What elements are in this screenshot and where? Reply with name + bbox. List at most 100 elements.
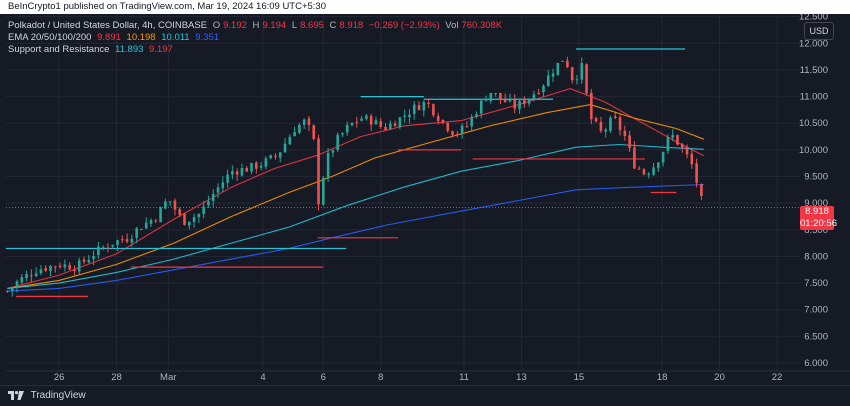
candle-body xyxy=(245,167,249,172)
candle-body xyxy=(456,134,459,136)
candle-body xyxy=(259,165,263,168)
ema20-line xyxy=(7,88,705,289)
candle-body xyxy=(269,155,272,159)
candle-body xyxy=(360,118,363,121)
candle-body xyxy=(508,99,512,102)
x-tick-label: 28 xyxy=(111,372,122,383)
candle-body xyxy=(87,259,91,263)
high-label: H xyxy=(252,20,260,31)
candle-body xyxy=(207,201,210,206)
close-value: 8.918 xyxy=(339,20,364,31)
candle-body xyxy=(216,187,220,193)
candle-body xyxy=(326,152,330,178)
candle-body xyxy=(53,266,57,268)
y-tick-label: 11.000 xyxy=(800,92,828,103)
low-label: L xyxy=(291,20,298,31)
symbol-row[interactable]: Polkadot / United States Dollar, 4h, COI… xyxy=(8,20,505,32)
candle-body xyxy=(63,264,67,268)
candle-body xyxy=(322,177,325,205)
candle-body xyxy=(489,92,493,101)
candle-body xyxy=(460,125,464,134)
candle-body xyxy=(441,119,445,123)
candle-body xyxy=(231,171,234,175)
candle-body xyxy=(345,124,349,133)
y-tick-label: 9.500 xyxy=(804,172,828,183)
candle-body xyxy=(365,115,368,120)
candle-body xyxy=(566,60,569,68)
y-tick-label: 8.000 xyxy=(804,251,828,262)
candle-body xyxy=(546,75,550,87)
candle-body xyxy=(144,222,148,229)
candle-body xyxy=(10,287,14,292)
candle-body xyxy=(336,134,339,150)
candle-body xyxy=(527,98,531,104)
candle-body xyxy=(604,129,607,132)
candle-body xyxy=(637,168,641,170)
candle-body xyxy=(331,150,335,153)
x-axis[interactable]: 26 28 Mar 4 6 8 11 13 15 18 20 22 xyxy=(54,372,782,383)
candle-body xyxy=(484,100,488,102)
ema-label[interactable]: EMA 20/50/100/200 xyxy=(8,32,92,43)
candle-body xyxy=(408,114,411,118)
candle-body xyxy=(685,146,689,155)
candle-body xyxy=(97,246,100,256)
price-chart[interactable]: 6.000 6.500 7.000 7.500 8.000 8.500 9.000 9.500… xyxy=(0,14,850,385)
ema100-line xyxy=(7,143,704,289)
candle-body xyxy=(599,121,603,131)
x-tick-label: 15 xyxy=(574,372,585,383)
candle-body xyxy=(288,136,292,145)
candle-body xyxy=(393,123,397,127)
candle-body xyxy=(642,169,646,175)
y-tick-label: 12.000 xyxy=(799,38,828,49)
candle-body xyxy=(518,100,521,109)
candle-body xyxy=(274,155,277,157)
candle-body xyxy=(436,115,440,122)
candle-body xyxy=(264,158,268,167)
candle-body xyxy=(34,273,38,276)
symbol-name[interactable]: Polkadot / United States Dollar, 4h, COI… xyxy=(8,20,208,31)
y-tick-label: 10.000 xyxy=(799,145,828,156)
candle-body xyxy=(398,117,402,128)
candle-body xyxy=(135,228,138,238)
sr-row[interactable]: Support and Resistance 11.893 9.197 xyxy=(8,44,505,56)
candle-body xyxy=(580,62,584,80)
candle-body xyxy=(255,162,258,169)
candle-body xyxy=(542,85,545,93)
candle-body xyxy=(369,115,373,125)
candle-body xyxy=(613,116,617,118)
candle-body xyxy=(149,220,153,224)
candle-body xyxy=(192,217,196,223)
ema100-value: 10.011 xyxy=(161,32,190,43)
candle-body xyxy=(570,67,574,81)
x-tick-label: 6 xyxy=(321,372,326,383)
candle-body xyxy=(188,221,191,226)
candle-body xyxy=(451,131,454,135)
ema50-value: 10.198 xyxy=(126,32,156,43)
candle-body xyxy=(140,229,143,231)
ema-row[interactable]: EMA 20/50/100/200 9.891 10.198 10.011 9.… xyxy=(8,32,505,44)
candle-body xyxy=(432,104,435,116)
candle-body xyxy=(106,247,110,249)
resistance-value: 11.893 xyxy=(115,44,144,55)
candle-body xyxy=(250,163,253,172)
publish-info-text: BeInCrypto1 published on TradingView.com… xyxy=(8,1,327,12)
candle-body xyxy=(168,201,172,203)
candle-body xyxy=(700,184,703,197)
last-price-label: 8.918 01:20:56 xyxy=(800,206,837,230)
candle-body xyxy=(202,206,205,214)
sr-label[interactable]: Support and Resistance xyxy=(8,44,110,55)
open-value: 9.192 xyxy=(223,20,247,31)
last-price-value: 8.918 xyxy=(805,206,829,217)
currency-button[interactable]: USD xyxy=(804,22,834,40)
candle-body xyxy=(307,118,311,125)
candle-body xyxy=(130,238,134,243)
y-axis[interactable]: 6.000 6.500 7.000 7.500 8.000 8.500 9.000 9.500… xyxy=(799,14,828,369)
candle-body xyxy=(293,132,296,137)
candle-body xyxy=(403,115,406,117)
candle-body xyxy=(178,209,182,215)
candle-body xyxy=(15,281,19,288)
ema20-value: 9.891 xyxy=(97,32,121,43)
footer-brand[interactable]: TradingView xyxy=(30,390,86,401)
y-tick-label: 8.500 xyxy=(804,225,828,236)
candle-body xyxy=(494,93,497,95)
